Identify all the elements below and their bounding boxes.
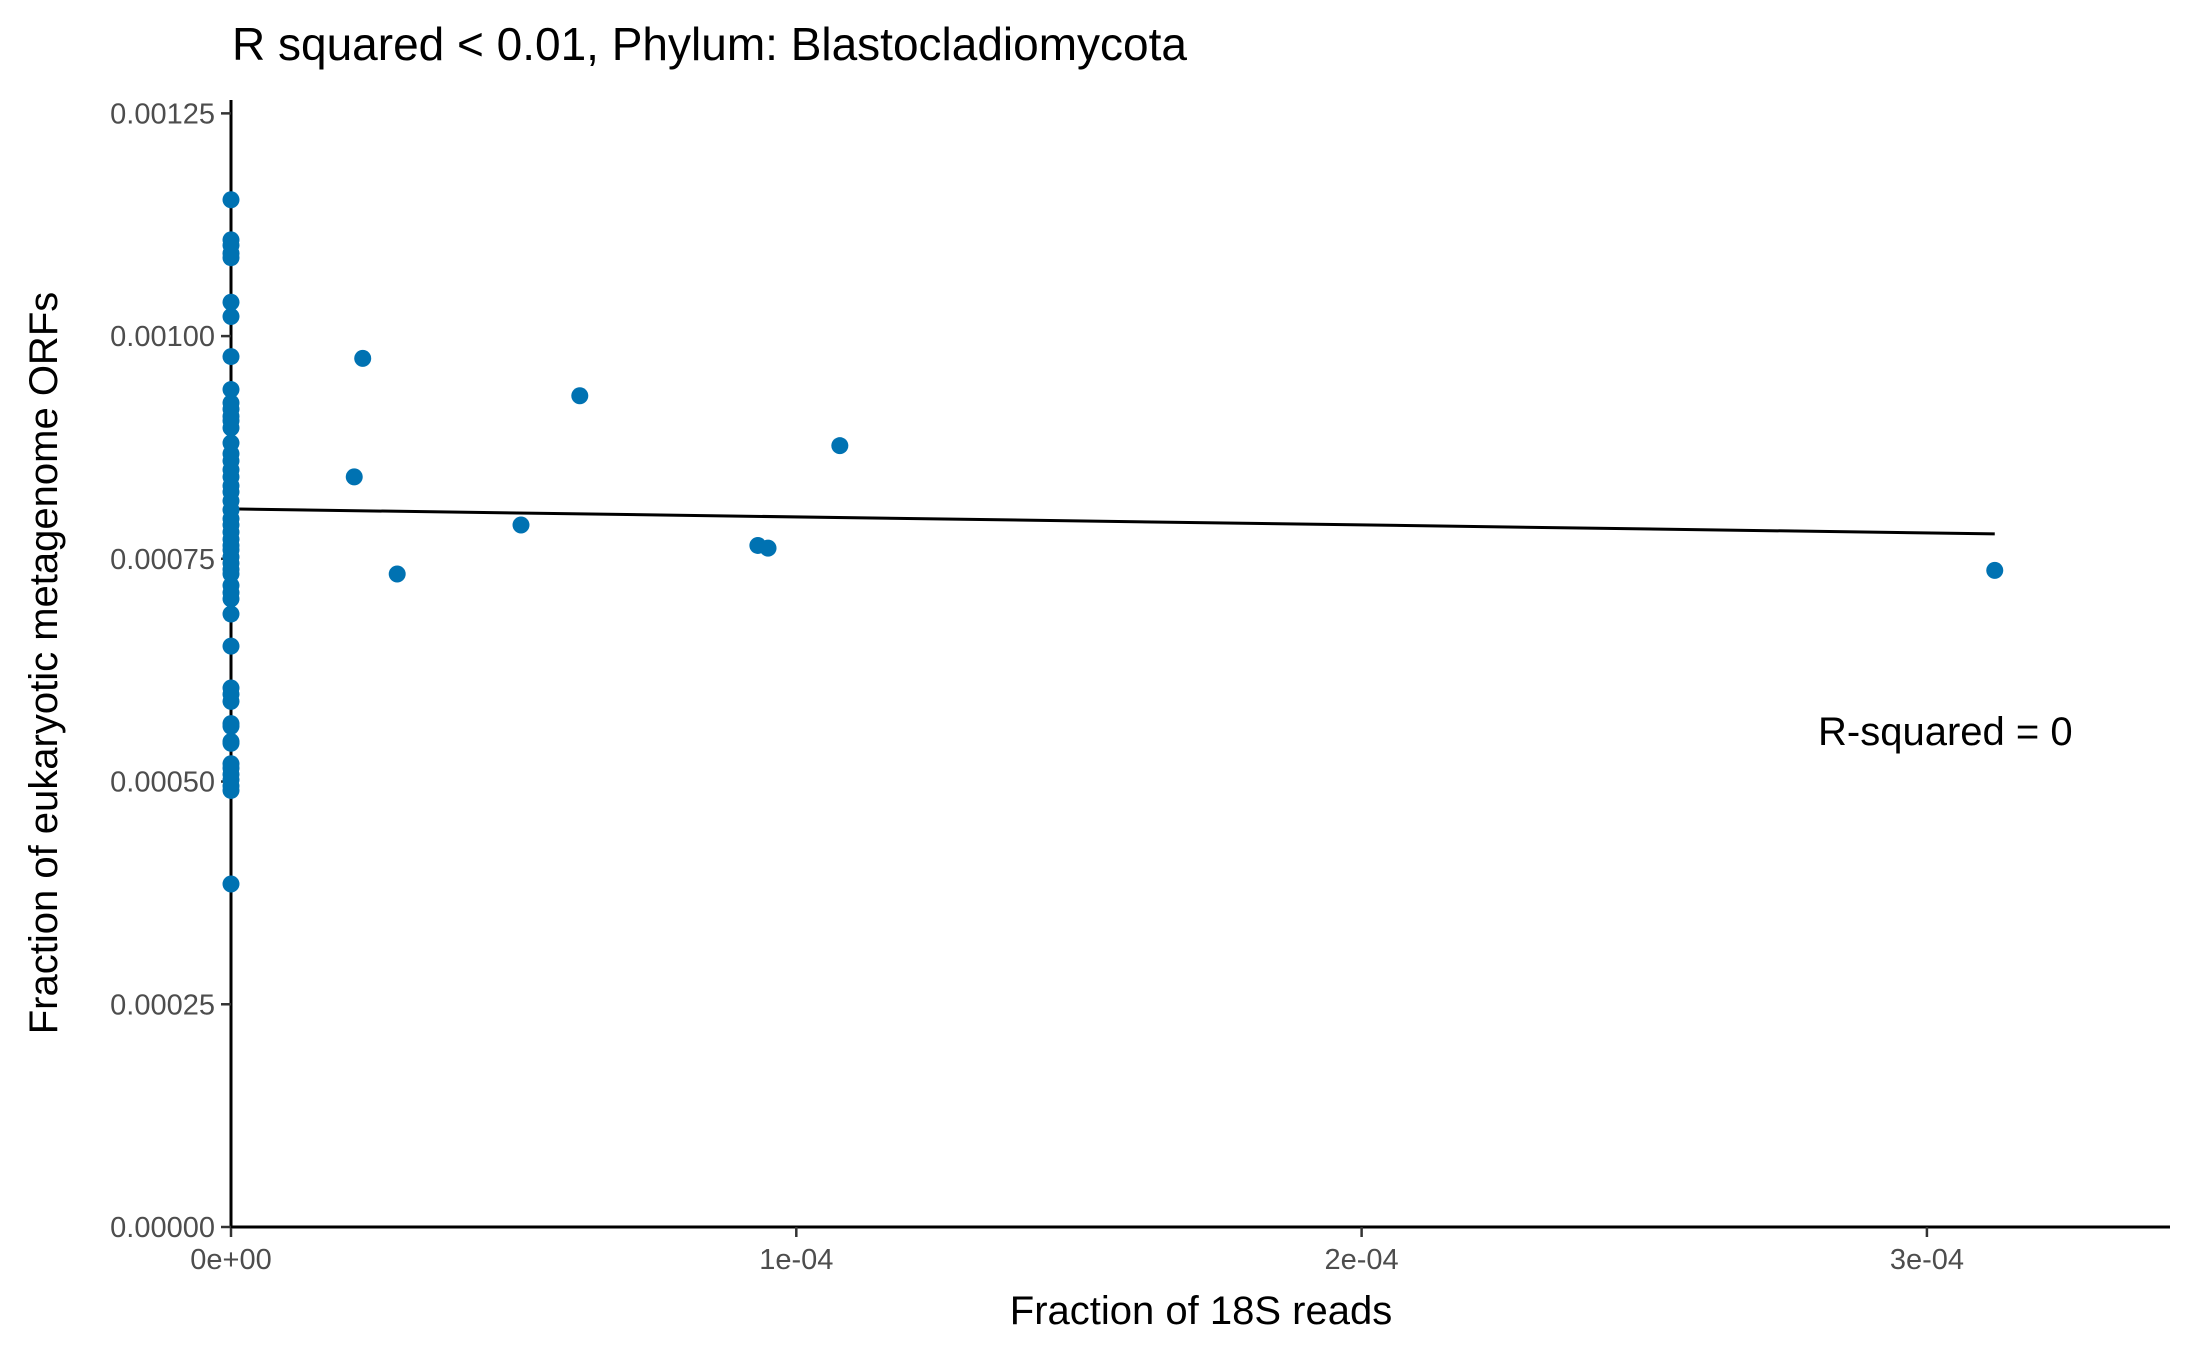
- data-point: [222, 717, 240, 735]
- data-point: [222, 293, 240, 311]
- data-point: [222, 307, 240, 325]
- r-squared-annotation: R-squared = 0: [1818, 710, 2073, 754]
- y-tick-label: 0.00025: [110, 989, 215, 1021]
- data-point: [222, 452, 240, 470]
- data-point: [222, 348, 240, 366]
- regression-line-group: [230, 507, 1995, 536]
- data-point: [222, 875, 240, 893]
- data-point: [831, 437, 849, 455]
- data-point: [512, 516, 530, 534]
- x-tick-label: 1e-04: [759, 1244, 833, 1276]
- regression-line: [230, 507, 1995, 536]
- data-point: [222, 781, 240, 799]
- data-point: [222, 734, 240, 752]
- data-point: [759, 539, 777, 557]
- y-axis: 0.00000 0.00025 0.00050 0.00075 0.00100 0.001…: [110, 98, 233, 1244]
- data-point: [222, 191, 240, 209]
- y-axis-title: Fraction of eukaryotic metagenome ORFs: [22, 292, 66, 1035]
- data-point: [571, 387, 589, 405]
- data-point: [222, 590, 240, 608]
- x-tick-label: 0e+00: [190, 1244, 271, 1276]
- data-point: [222, 605, 240, 623]
- data-point: [354, 349, 372, 367]
- y-tick-label: 0.00075: [110, 544, 215, 576]
- x-tick-label: 2e-04: [1325, 1244, 1399, 1276]
- y-tick-label: 0.00050: [110, 767, 215, 799]
- chart-title: R squared < 0.01, Phylum: Blastocladiomy…: [232, 18, 1187, 70]
- data-point: [222, 419, 240, 437]
- data-point: [222, 381, 240, 399]
- x-tick-label: 3e-04: [1890, 1244, 1964, 1276]
- data-point: [222, 692, 240, 710]
- x-axis: 0e+00 1e-04 2e-04 3e-04: [190, 1225, 2170, 1276]
- data-point: [222, 637, 240, 655]
- data-points: [222, 191, 2004, 893]
- data-point: [222, 249, 240, 267]
- data-point: [345, 468, 363, 486]
- x-axis-title: Fraction of 18S reads: [1010, 1289, 1392, 1333]
- data-point: [1986, 561, 2004, 579]
- y-tick-label: 0.00100: [110, 321, 215, 353]
- y-tick-label: 0.00125: [110, 98, 215, 130]
- y-tick-label: 0.00000: [110, 1212, 215, 1244]
- data-point: [388, 565, 406, 583]
